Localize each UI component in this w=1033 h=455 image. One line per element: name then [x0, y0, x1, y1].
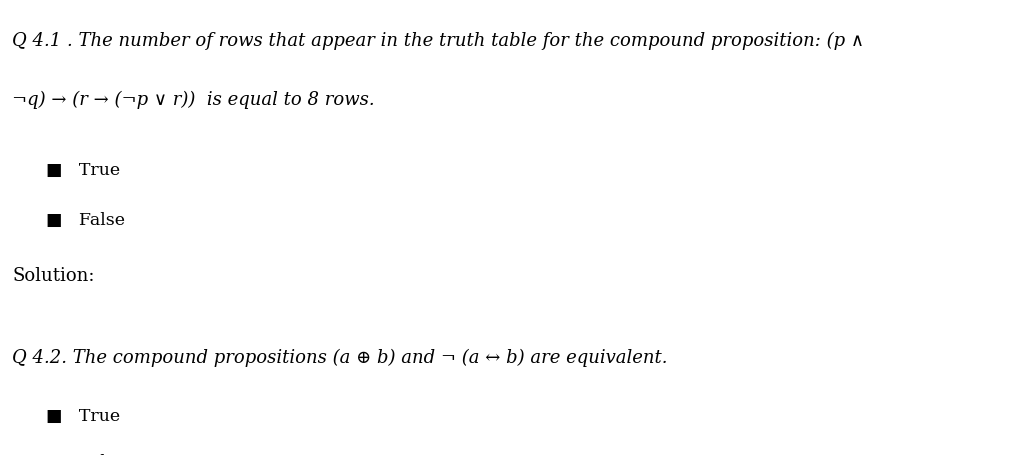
Text: ■   True: ■ True	[46, 407, 121, 424]
Text: ¬q) → (r → (¬p ∨ r))  is equal to 8 rows.: ¬q) → (r → (¬p ∨ r)) is equal to 8 rows.	[12, 91, 375, 109]
Text: ■   True: ■ True	[46, 162, 121, 178]
Text: Solution:: Solution:	[12, 266, 95, 284]
Text: Q 4.1 . The number of rows that appear in the truth table for the compound propo: Q 4.1 . The number of rows that appear i…	[12, 32, 865, 50]
Text: ■   False: ■ False	[46, 212, 125, 228]
Text: Q 4.2. The compound propositions (a ⊕ b) and ¬ (a ↔ b) are equivalent.: Q 4.2. The compound propositions (a ⊕ b)…	[12, 348, 668, 366]
Text: ■   False: ■ False	[46, 453, 125, 455]
